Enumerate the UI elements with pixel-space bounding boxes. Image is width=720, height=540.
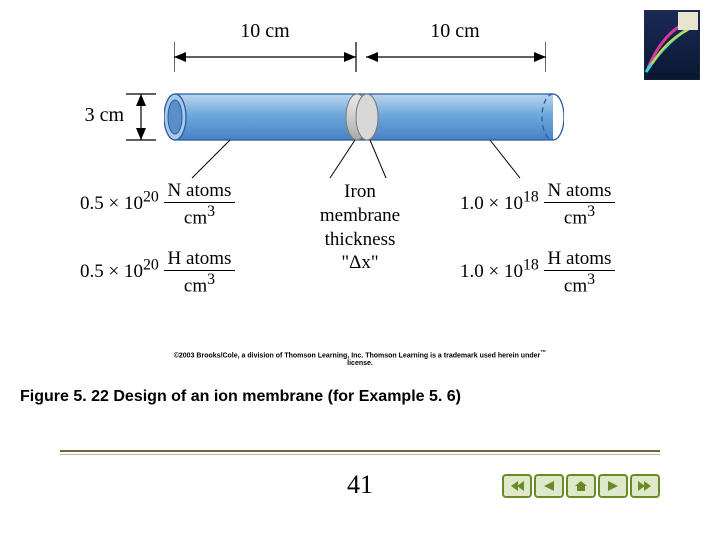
left-top-annotation: 0.5 × 1020 N atomscm3: [80, 180, 235, 229]
right-top-annotation: 1.0 × 1018 N atomscm3: [460, 180, 615, 229]
nav-last-button[interactable]: [630, 474, 660, 498]
nav-next-button[interactable]: [598, 474, 628, 498]
nav-first-button[interactable]: [502, 474, 532, 498]
copyright-text: ©2003 Brooks/Cole, a division of Thomson…: [0, 350, 720, 368]
nav-home-button[interactable]: [566, 474, 596, 498]
figure-caption: Figure 5. 22 Design of an ion membrane (…: [20, 388, 461, 406]
ion-membrane-diagram: 10 cm 10 cm 3 cm: [60, 20, 670, 340]
right-bottom-annotation: 1.0 × 1018 H atomscm3: [460, 248, 615, 297]
left-bottom-annotation: 0.5 × 1020 H atomscm3: [80, 248, 235, 297]
slide-nav: [502, 474, 660, 498]
nav-prev-button[interactable]: [534, 474, 564, 498]
rule-top: [60, 450, 660, 452]
rule-bottom: [60, 454, 660, 455]
center-annotation: Iron membrane thickness "Δx": [305, 180, 415, 275]
